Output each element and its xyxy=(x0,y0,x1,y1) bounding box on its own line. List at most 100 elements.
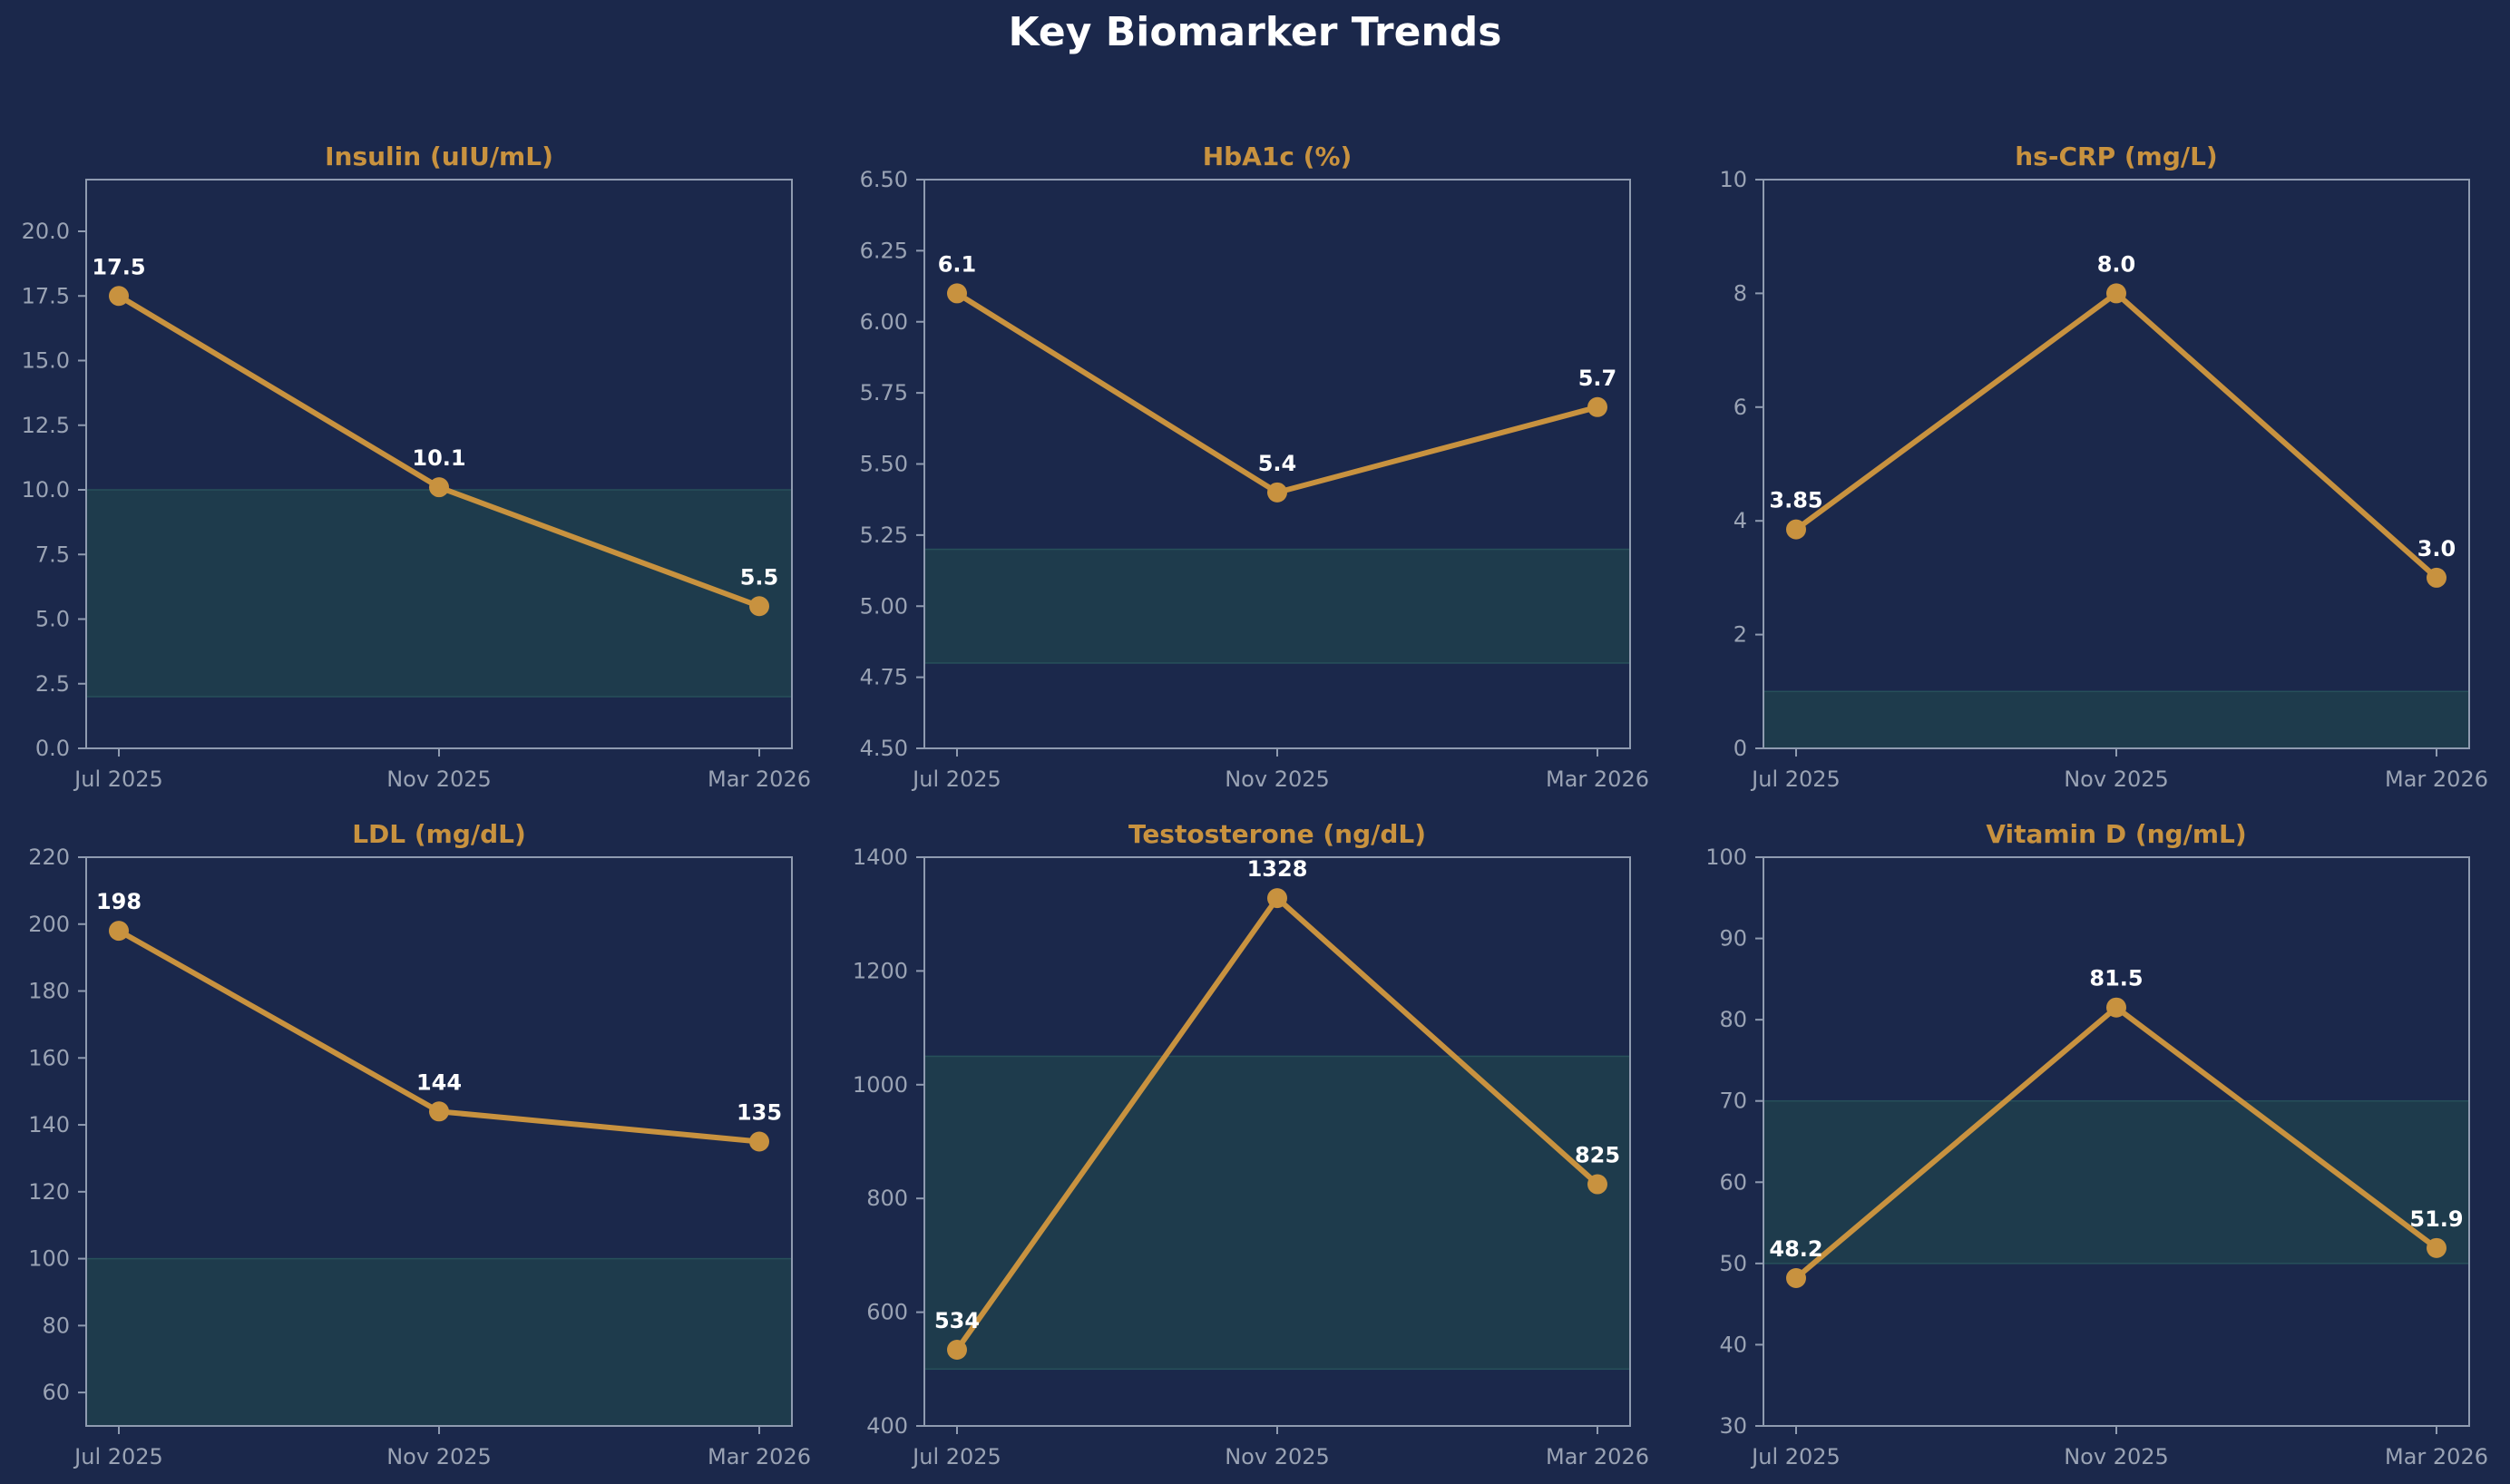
y-tick-label: 4.50 xyxy=(860,736,908,761)
y-tick-label: 5.25 xyxy=(860,522,908,548)
data-point xyxy=(429,477,449,498)
y-tick-label: 2 xyxy=(1734,622,1747,648)
y-tick-label: 0 xyxy=(1734,736,1747,761)
x-tick-label: Mar 2026 xyxy=(1546,766,1649,792)
page-title: Key Biomarker Trends xyxy=(1008,9,1502,55)
y-tick-label: 1400 xyxy=(853,845,908,870)
y-tick-label: 30 xyxy=(1719,1413,1747,1439)
y-tick-label: 10 xyxy=(1719,167,1747,192)
data-label: 1328 xyxy=(1247,856,1308,882)
data-point xyxy=(1786,1267,1806,1288)
data-point xyxy=(749,596,769,617)
data-label: 5.7 xyxy=(1578,366,1617,391)
y-tick-label: 120 xyxy=(28,1179,70,1205)
chart-title: HbA1c (%) xyxy=(1203,142,1353,171)
data-point xyxy=(109,286,129,307)
y-tick-label: 140 xyxy=(28,1112,70,1137)
x-tick-label: Jul 2025 xyxy=(73,766,163,792)
chart-panel: LDL (mg/dL) 60 80 100 120 140 160 180 200 220 Jul … xyxy=(28,819,811,1469)
y-tick-label: 80 xyxy=(1719,1007,1747,1032)
y-tick-label: 5.75 xyxy=(860,380,908,405)
y-tick-label: 100 xyxy=(1705,845,1747,870)
x-tick-label: Mar 2026 xyxy=(2385,1444,2488,1469)
x-tick-label: Nov 2025 xyxy=(2064,766,2169,792)
data-point xyxy=(749,1131,769,1152)
y-tick-label: 50 xyxy=(1719,1251,1747,1276)
y-tick-label: 5.00 xyxy=(860,593,908,619)
y-tick-label: 8 xyxy=(1734,280,1747,306)
y-tick-label: 60 xyxy=(1719,1169,1747,1195)
y-tick-label: 4.75 xyxy=(860,665,908,690)
y-tick-label: 1200 xyxy=(853,958,908,983)
y-tick-label: 6.00 xyxy=(860,309,908,335)
y-tick-label: 70 xyxy=(1719,1089,1747,1114)
data-label: 5.5 xyxy=(740,564,779,590)
data-point xyxy=(2106,283,2126,304)
y-tick-label: 180 xyxy=(28,979,70,1004)
y-tick-label: 6 xyxy=(1734,395,1747,420)
x-tick-label: Nov 2025 xyxy=(1225,1444,1330,1469)
data-point xyxy=(429,1101,449,1122)
y-tick-label: 90 xyxy=(1719,926,1747,952)
y-tick-label: 6.25 xyxy=(860,238,908,263)
x-tick-label: Nov 2025 xyxy=(386,766,492,792)
chart-title: hs-CRP (mg/L) xyxy=(2015,142,2217,171)
chart-title: Testosterone (ng/dL) xyxy=(1128,819,1426,849)
x-tick-label: Jul 2025 xyxy=(1750,766,1841,792)
reference-band xyxy=(85,489,793,698)
data-label: 534 xyxy=(934,1308,980,1333)
chart-title: LDL (mg/dL) xyxy=(352,819,526,849)
data-point xyxy=(1587,396,1607,417)
y-tick-label: 600 xyxy=(866,1300,908,1325)
reference-band xyxy=(923,548,1631,664)
data-label: 3.0 xyxy=(2417,536,2456,561)
y-tick-label: 0.0 xyxy=(35,736,70,761)
x-tick-label: Nov 2025 xyxy=(1225,766,1330,792)
x-tick-label: Jul 2025 xyxy=(1750,1444,1841,1469)
x-tick-label: Mar 2026 xyxy=(708,766,811,792)
data-label: 144 xyxy=(416,1069,462,1095)
y-tick-label: 2.5 xyxy=(35,671,70,697)
data-label: 81.5 xyxy=(2089,966,2143,991)
data-point xyxy=(2427,567,2447,588)
data-label: 6.1 xyxy=(938,251,977,277)
x-tick-label: Jul 2025 xyxy=(911,766,1001,792)
data-label: 5.4 xyxy=(1258,451,1297,476)
y-tick-label: 5.50 xyxy=(860,452,908,477)
y-tick-label: 5.0 xyxy=(35,607,70,632)
reference-band xyxy=(1763,690,2470,749)
chart-panel: Vitamin D (ng/mL) 30 40 50 60 70 80 90 100 Jul 20… xyxy=(1705,819,2488,1469)
data-point xyxy=(1267,482,1287,503)
y-tick-label: 80 xyxy=(42,1313,70,1338)
y-tick-label: 40 xyxy=(1719,1332,1747,1357)
x-tick-label: Nov 2025 xyxy=(2064,1444,2169,1469)
x-tick-label: Jul 2025 xyxy=(73,1444,163,1469)
y-tick-label: 12.5 xyxy=(22,413,70,438)
data-label: 198 xyxy=(96,889,142,914)
y-tick-label: 10.0 xyxy=(22,477,70,503)
chart-panel: Testosterone (ng/dL) 400 600 800 1000 1200 140… xyxy=(853,819,1649,1469)
x-tick-label: Mar 2026 xyxy=(1546,1444,1649,1469)
data-point xyxy=(2106,997,2126,1018)
data-label: 51.9 xyxy=(2409,1206,2463,1232)
data-label: 135 xyxy=(737,1100,782,1126)
data-label: 8.0 xyxy=(2097,251,2136,277)
data-point xyxy=(1786,519,1806,540)
data-point xyxy=(109,921,129,942)
chart-panel: Insulin (uIU/mL) 0.0 2.5 5.0 7.5 10.0 12.5 15.0… xyxy=(22,142,811,792)
chart-title: Vitamin D (ng/mL) xyxy=(1986,819,2246,849)
data-point xyxy=(1267,888,1287,909)
y-tick-label: 6.50 xyxy=(860,167,908,192)
data-point xyxy=(947,283,967,304)
data-label: 48.2 xyxy=(1769,1236,1822,1262)
reference-band xyxy=(923,1055,1631,1371)
chart-panel: hs-CRP (mg/L) 0 2 4 6 8 10 Jul 2025 Nov 2025 Mar … xyxy=(1719,142,2488,792)
y-tick-label: 200 xyxy=(28,912,70,937)
data-label: 10.1 xyxy=(412,445,465,471)
data-point xyxy=(947,1339,967,1360)
x-tick-label: Nov 2025 xyxy=(386,1444,492,1469)
y-tick-label: 160 xyxy=(28,1045,70,1070)
y-tick-label: 220 xyxy=(28,845,70,870)
y-tick-label: 100 xyxy=(28,1246,70,1272)
